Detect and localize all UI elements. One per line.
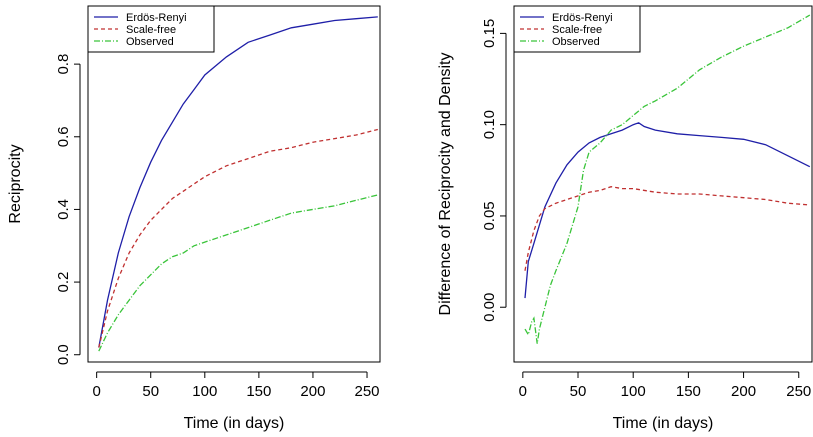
x-axis-title: Time (in days) [184, 415, 285, 432]
x-tick-label: 150 [676, 383, 701, 400]
series-line-erd-s-renyi [524, 122, 811, 299]
legend-label: Scale-free [552, 24, 602, 36]
y-tick-label: 0.15 [481, 19, 498, 48]
series-line-erd-s-renyi [98, 16, 378, 348]
chart-difference: 0 50 100 150 200 250 0.00 0.05 0.10 0.15 Time (in … [437, 5, 813, 432]
x-tick-label: 0 [92, 383, 100, 400]
y-tick-label: 0.00 [481, 293, 498, 322]
y-tick-label: 0.6 [55, 126, 72, 147]
legend-label: Erdös-Renyi [552, 12, 613, 24]
x-tick-label: 50 [570, 383, 587, 400]
y-tick-label: 0.4 [55, 199, 72, 220]
series-line-observed [98, 194, 378, 352]
x-tick-label: 250 [355, 383, 380, 400]
y-tick-label: 0.10 [481, 110, 498, 139]
legend-label: Erdös-Renyi [126, 12, 187, 24]
plot-area-frame [87, 5, 381, 363]
x-axis-title: Time (in days) [613, 415, 714, 432]
x-tick-label: 0 [519, 383, 527, 400]
y-axis-title: Reciprocity [7, 144, 24, 223]
series-line-scale-free [98, 128, 378, 348]
x-tick-label: 150 [246, 383, 271, 400]
plot-area-frame [513, 5, 813, 363]
y-tick-label: 0.0 [55, 344, 72, 365]
chart-reciprocity: 0 50 100 150 200 250 0.0 0.2 0.4 0.6 0.8 Time (in d… [7, 5, 381, 432]
y-axis-title: Difference of Reciprocity and Density [437, 53, 454, 316]
x-tick-label: 100 [621, 383, 646, 400]
legend-label: Observed [126, 36, 174, 48]
y-tick-label: 0.05 [481, 201, 498, 230]
x-tick-label: 250 [786, 383, 811, 400]
x-tick-label: 50 [142, 383, 159, 400]
legend-label: Observed [552, 36, 600, 48]
x-tick-label: 100 [192, 383, 217, 400]
legend-label: Scale-free [126, 24, 176, 36]
series-line-scale-free [524, 186, 810, 271]
y-tick-label: 0.8 [55, 54, 72, 75]
y-tick-label: 0.2 [55, 272, 72, 293]
series-line-observed [524, 14, 811, 344]
x-tick-label: 200 [731, 383, 756, 400]
x-tick-label: 200 [300, 383, 325, 400]
